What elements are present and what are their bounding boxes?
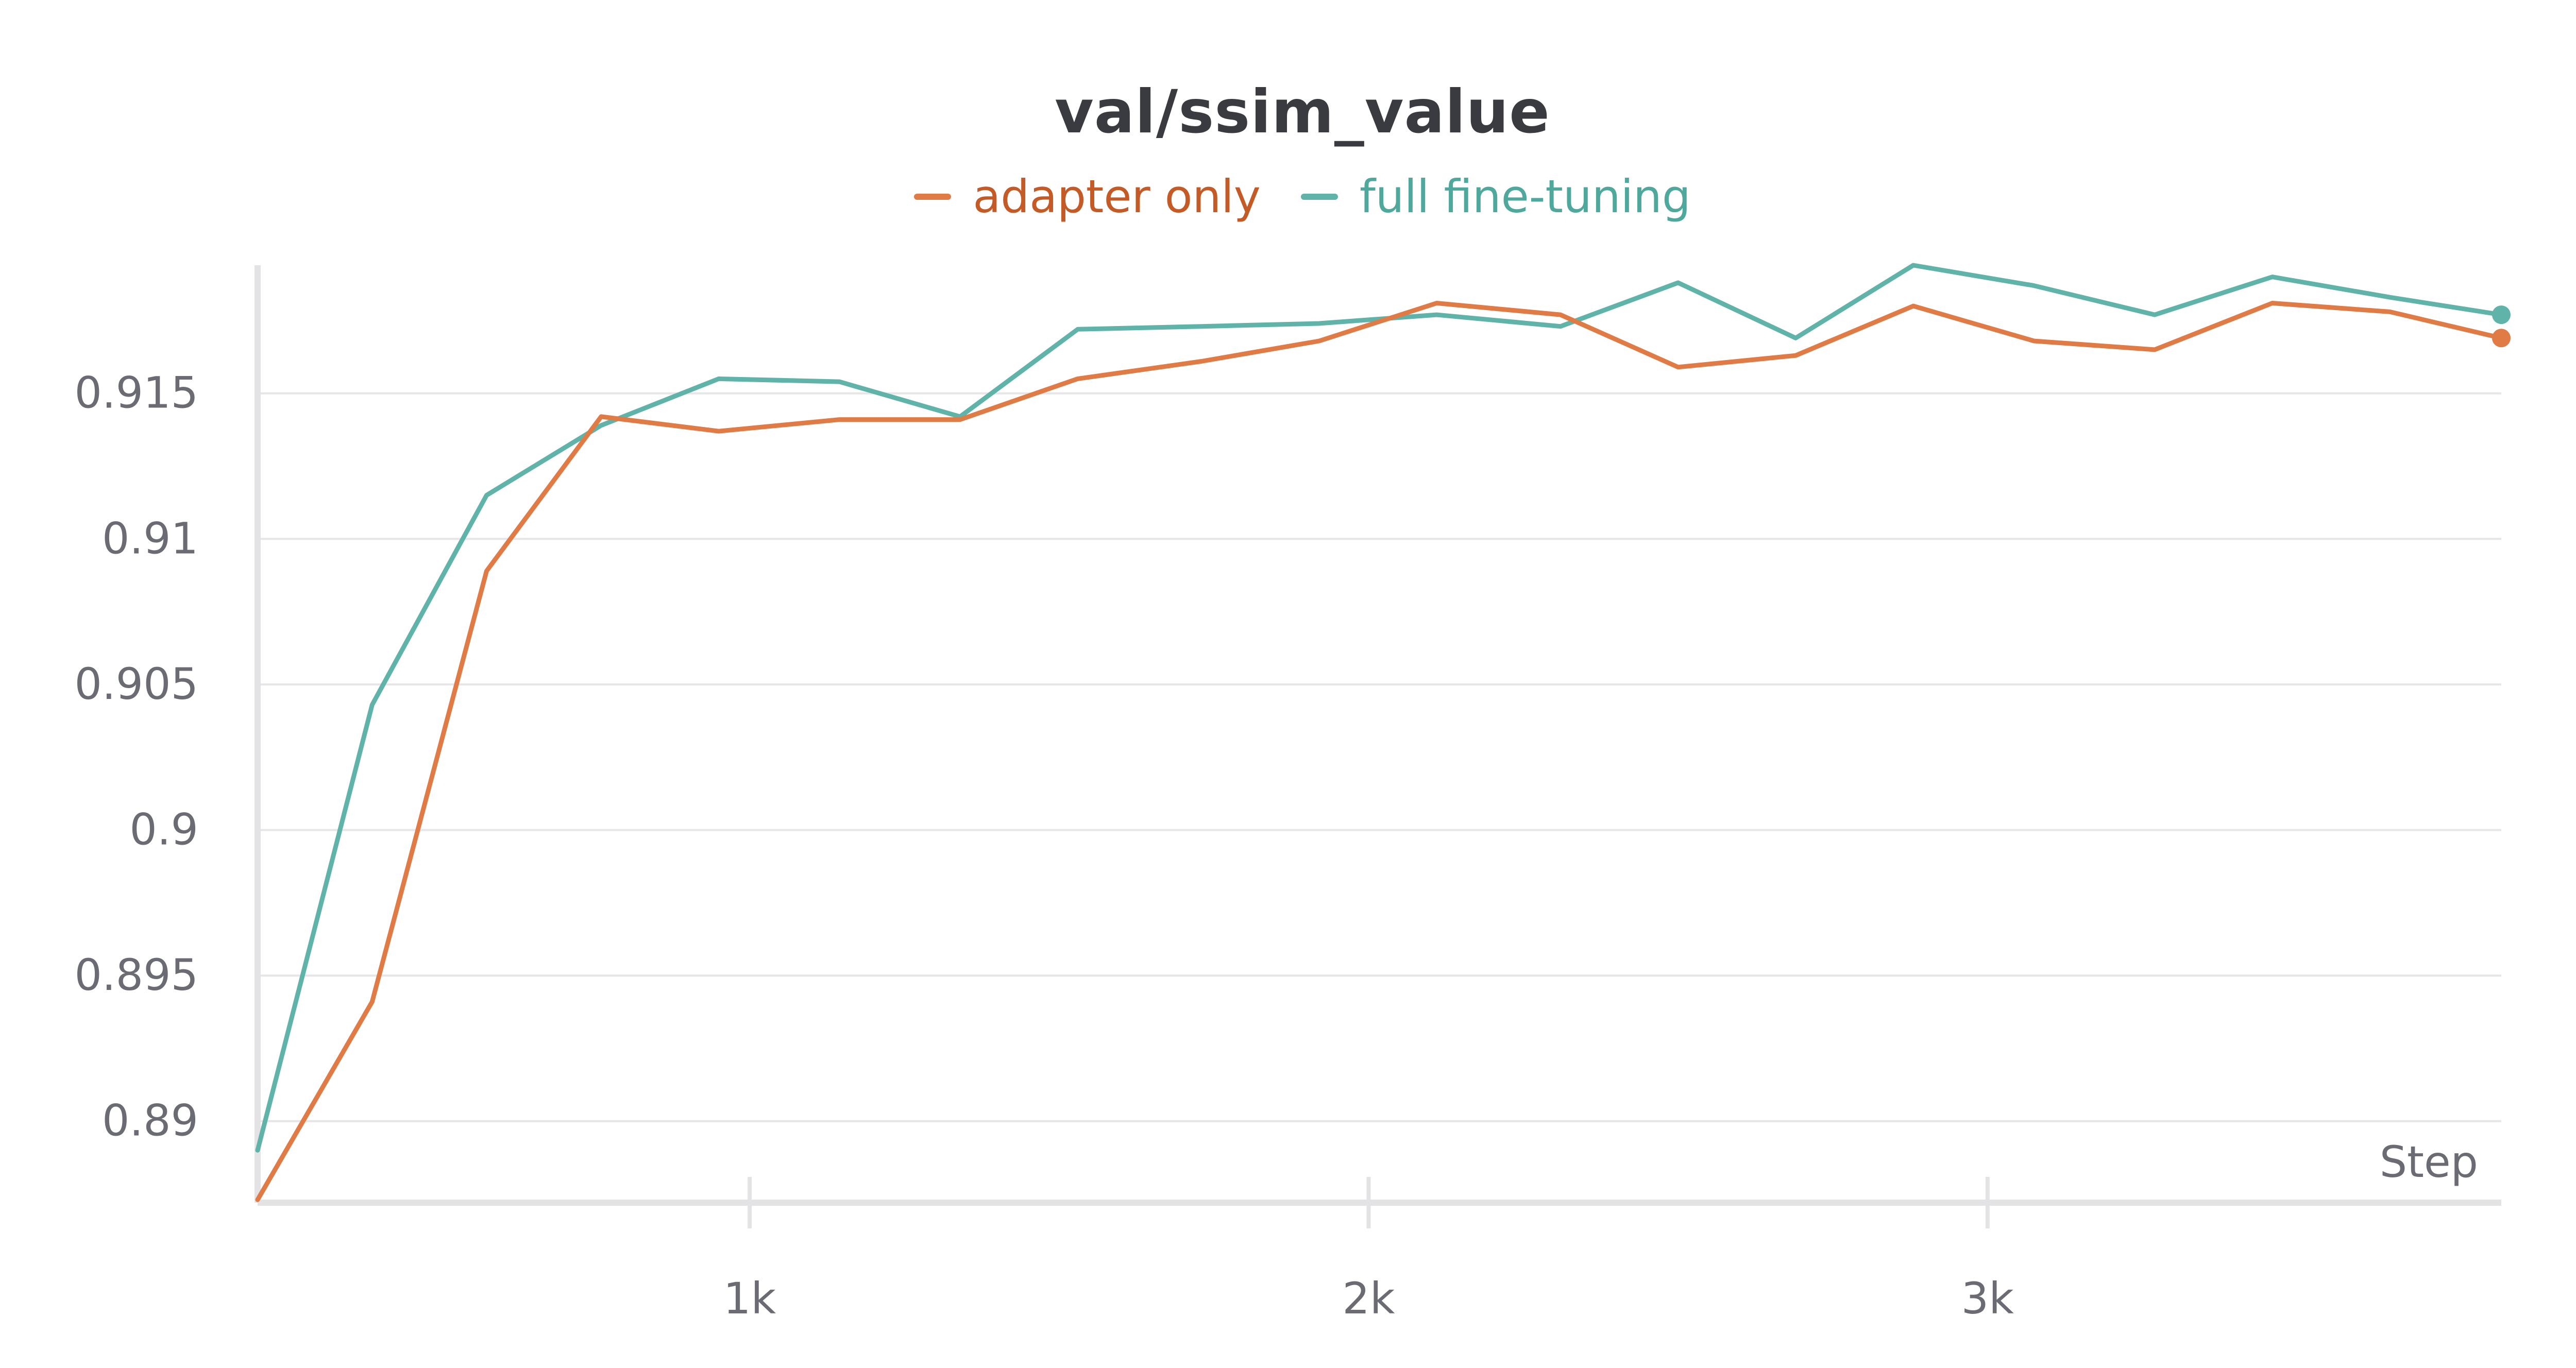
data-point[interactable] [1432,310,1442,320]
legend-label-adapter-only: adapter only [973,170,1261,223]
data-point[interactable] [2385,306,2395,317]
legend-item-full-fine-tuning[interactable]: full fine-tuning [1300,170,1691,223]
x-tick-label: 1k [723,1273,776,1324]
data-point[interactable] [2267,298,2277,308]
data-point[interactable] [834,415,844,425]
data-point[interactable] [367,699,377,710]
data-point[interactable] [2385,292,2395,302]
data-point[interactable] [596,420,606,431]
x-tick-label: 2k [1342,1273,1395,1324]
legend-label-full-fine-tuning: full fine-tuning [1359,170,1691,223]
y-tick-label: 0.915 [75,368,198,418]
data-point[interactable] [1908,301,1919,311]
grid-lines [258,392,2501,1122]
data-point[interactable] [955,412,965,422]
data-point[interactable] [1314,318,1324,329]
x-axis-label: Step [2380,1137,2478,1187]
y-tick-label: 0.89 [102,1096,198,1146]
data-point[interactable] [1073,324,1083,334]
legend-swatch-adapter-only [914,193,952,200]
y-tick-label: 0.9 [129,805,198,855]
y-tick-label: 0.905 [75,659,198,709]
data-point[interactable] [1314,336,1324,346]
data-point[interactable] [252,1145,263,1155]
data-point[interactable] [2029,336,2039,346]
data-point[interactable] [1073,373,1083,384]
series-line-0[interactable] [255,301,2504,1202]
legend: adapter only full fine-tuning [0,170,2576,223]
legend-swatch-full-fine-tuning [1300,193,1338,200]
data-point[interactable] [1908,260,1919,270]
y-tick-labels: 0.89 0.895 0.9 0.905 0.91 0.915 [75,368,198,1146]
data-point[interactable] [2149,345,2160,355]
x-ticks: 1k 2k 3k [723,1177,2014,1324]
data-point[interactable] [482,566,492,576]
data-point[interactable] [1555,321,1566,332]
data-point[interactable] [1555,310,1566,320]
data-point[interactable] [1673,278,1683,288]
data-point[interactable] [1790,333,1801,343]
data-point[interactable] [367,997,377,1007]
data-point[interactable] [714,426,724,436]
chart-title: val/ssim_value [1055,77,1550,147]
data-point[interactable] [1790,350,1801,361]
data-point[interactable] [2267,272,2277,282]
axes [255,265,2501,1206]
data-point[interactable] [834,377,844,387]
series-end-marker [2492,305,2511,324]
data-point[interactable] [1673,362,1683,372]
data-point[interactable] [252,1194,263,1205]
y-tick-label: 0.91 [102,513,198,563]
data-point[interactable] [1196,356,1207,367]
series-lines [252,260,2511,1205]
data-point[interactable] [482,490,492,501]
x-tick-label: 3k [1961,1273,2014,1324]
data-point[interactable] [1196,321,1207,332]
series-line-1[interactable] [255,263,2504,1153]
y-tick-label: 0.895 [75,950,198,1000]
data-point[interactable] [2149,310,2160,320]
legend-item-adapter-only[interactable]: adapter only [914,170,1261,223]
data-point[interactable] [2029,281,2039,291]
data-point[interactable] [1432,298,1442,308]
series-end-marker [2492,329,2511,348]
data-point[interactable] [714,373,724,384]
